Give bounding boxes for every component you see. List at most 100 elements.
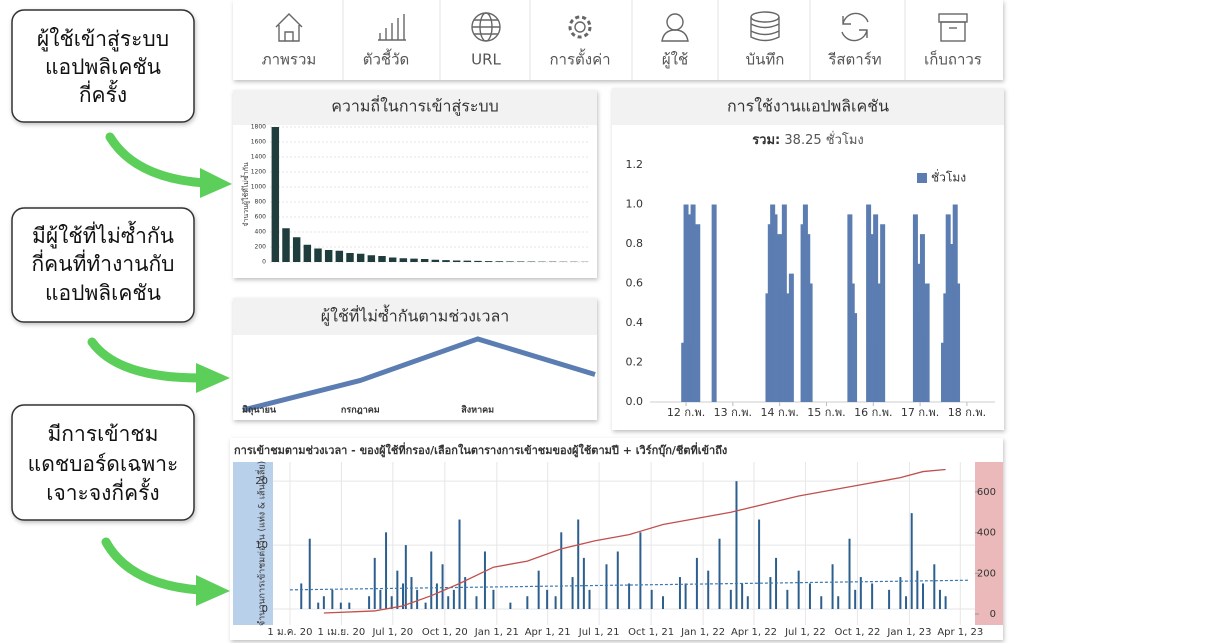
y-tick-label: 400: [255, 229, 267, 236]
bar: [678, 577, 681, 610]
nav-item[interactable]: ตัวชี้วัด: [363, 49, 410, 69]
bar: [650, 589, 653, 610]
bar: [859, 577, 862, 610]
nav-items: ภาพรวม ตัวชี้วัด URL การตั้งค่า ผู้ใช้ บันทึก…: [262, 49, 982, 69]
y-tick-label: 20: [255, 476, 268, 487]
bar: [441, 564, 444, 610]
bar: [390, 596, 393, 610]
legend-label: ชั่วโมง: [931, 169, 966, 185]
bar: [628, 583, 631, 610]
x-tick-label: Jul 1, 22: [784, 627, 826, 638]
arrows: [87, 132, 232, 606]
arrow: [101, 537, 205, 595]
bar: [378, 256, 386, 262]
bar: [695, 224, 701, 402]
y2-tick-label: 400: [977, 528, 996, 539]
bar: [282, 228, 290, 262]
bar: [317, 602, 320, 610]
y-tick-label: 0.2: [626, 356, 644, 369]
bar: [509, 602, 512, 610]
bar: [458, 519, 461, 610]
callout-text: แดชบอร์ดเฉพาะ: [28, 452, 179, 476]
bar: [616, 551, 619, 610]
cumulative-line: [323, 468, 946, 614]
y-tick-label: 0.6: [626, 277, 644, 290]
database-icon: [750, 11, 780, 42]
callout-box: [11, 9, 195, 123]
right-axis-band: [975, 462, 1003, 625]
bar: [506, 261, 514, 262]
bar: [402, 583, 404, 610]
panel-title: ความถี่ในการเข้าสู่ระบบ: [331, 95, 499, 117]
bar: [868, 234, 874, 402]
callout-text: กี่คนที่ทำงานกับ: [31, 249, 174, 276]
callout-text: ผู้ใช้เข้าสู่ระบบ: [37, 27, 169, 52]
arrow: [105, 132, 210, 188]
x-tick-label: Jan 1, 23: [886, 627, 931, 638]
nav-item[interactable]: รีสตาร์ท: [827, 51, 881, 69]
bar: [955, 283, 961, 402]
bar: [464, 577, 467, 610]
x-tick-label: 1 เม.ย. 20: [318, 627, 366, 638]
bar: [516, 261, 525, 262]
y-tick-label: 1.0: [626, 198, 644, 211]
nav-background: [233, 0, 1003, 80]
bar: [430, 551, 433, 610]
bar: [905, 596, 908, 610]
panel: การเข้าชมตามช่วงเวลา - ของผู้ใช้ที่กรอง/…: [230, 438, 1003, 640]
nav-item[interactable]: ผู้ใช้: [662, 51, 688, 69]
bar: [452, 260, 461, 262]
summary-label: รวม:: [752, 133, 780, 148]
nav-item[interactable]: URL: [471, 51, 501, 69]
bar: [483, 551, 486, 610]
bar: [452, 589, 455, 610]
x-tick-label: Jan 1, 22: [680, 627, 725, 638]
callout-text: กี่ครั้ง: [79, 80, 127, 107]
callout-box: [11, 207, 195, 323]
nav-item[interactable]: บันทึก: [746, 51, 785, 69]
restart-icon: [841, 12, 869, 42]
y2-tick-label: 0: [990, 609, 996, 620]
bar: [695, 557, 698, 610]
y-tick-label: 0.8: [626, 237, 644, 250]
callout: ผู้ใช้เข้าสู่ระบบ แอปพลิเคชัน กี่ครั้ง: [11, 9, 195, 123]
bar: [303, 244, 312, 262]
bar: [711, 204, 717, 402]
nav-item[interactable]: ภาพรวม: [262, 51, 317, 69]
bar: [718, 538, 721, 610]
bar: [379, 589, 382, 610]
y-axis-label: จำนวนการเข้าชมต่อวัน (แท่ง & เส้นเฉลี่ย): [255, 461, 268, 626]
x-tick-label: 1 ม.ค. 20: [267, 627, 312, 638]
bar: [410, 577, 413, 610]
bar: [945, 214, 951, 402]
bar: [526, 596, 529, 610]
bar: [447, 596, 450, 610]
x-tick-label: Oct 1, 21: [628, 627, 674, 638]
bar: [735, 481, 738, 610]
nav-item[interactable]: การตั้งค่า: [549, 49, 610, 69]
bar: [404, 545, 407, 610]
bar: [385, 532, 388, 610]
average-line: [289, 579, 969, 591]
bar: [899, 577, 902, 610]
y-tick-label: 0.4: [626, 316, 644, 329]
bar: [741, 583, 744, 610]
bar: [797, 570, 800, 610]
x-tick-label: Oct 1, 22: [834, 627, 880, 638]
user-icon: [661, 13, 689, 42]
panel-header: [612, 88, 1004, 125]
bar: [420, 259, 429, 262]
callout-box: [11, 404, 195, 521]
bar: [577, 519, 580, 610]
gear-icon: [568, 15, 592, 39]
bar: [435, 583, 438, 610]
bar: [746, 596, 749, 610]
bar: [916, 570, 919, 610]
bar: [852, 313, 858, 402]
y-tick-label: 10: [255, 540, 268, 551]
bar: [399, 258, 408, 262]
callout: มีการเข้าชม แดชบอร์ดเฉพาะ เจาะจงกี่ครั้ง: [11, 404, 195, 521]
line: [242, 336, 596, 413]
nav-item[interactable]: เก็บถาวร: [924, 50, 982, 69]
archive-icon: [938, 13, 968, 42]
